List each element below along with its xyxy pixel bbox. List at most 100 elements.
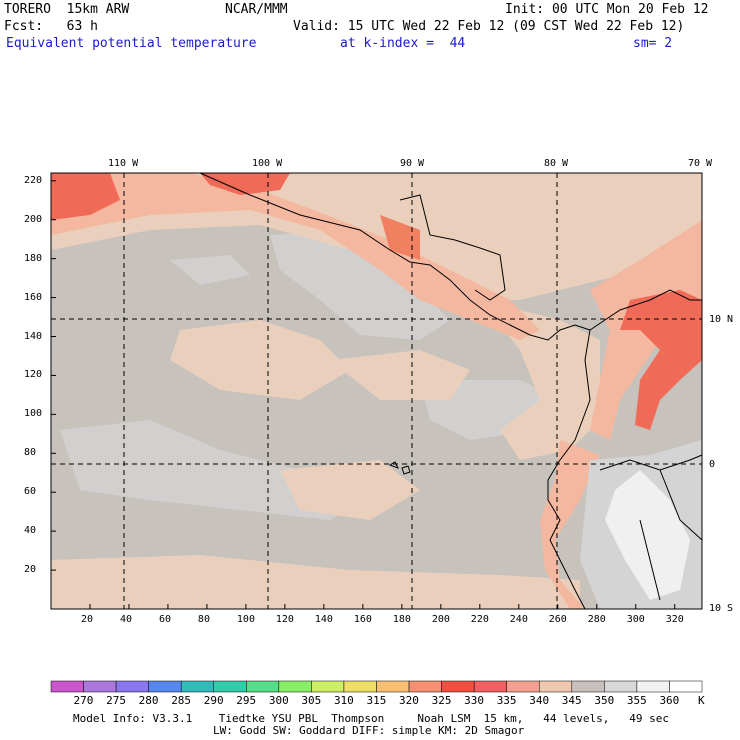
colorbar-tick-label: 350 — [594, 694, 615, 707]
colorbar-swatch — [343, 680, 377, 693]
field-330-patch — [51, 173, 120, 220]
colorbar-swatch — [604, 680, 638, 693]
colorbar-tick-label: 330 — [464, 694, 485, 707]
colorbar-swatch — [278, 680, 312, 693]
lon-label-100w: 100 W — [252, 158, 283, 169]
model-name: TORERO 15km ARW — [4, 2, 130, 17]
field-name: Equivalent potential temperature — [6, 36, 257, 51]
map-frame — [50, 172, 703, 610]
colorbar-tick-label: 280 — [138, 694, 159, 707]
coastline-south-america-west — [547, 329, 591, 610]
colorbar-tick-label: 295 — [236, 694, 257, 707]
x-tick-label: 60 — [158, 614, 171, 625]
colorbar-swatch — [539, 680, 573, 693]
lon-label-80w: 80 W — [544, 158, 569, 169]
y-tick-label: 120 — [24, 369, 43, 381]
galapagos-islands — [388, 461, 411, 475]
x-tick-label: 100 — [236, 614, 255, 625]
colorbar-swatch — [441, 680, 475, 693]
colorbar-swatch — [83, 680, 117, 693]
y-tick-label: 80 — [24, 447, 37, 459]
colorbar-tick-label: 340 — [529, 694, 550, 707]
x-tick-label: 240 — [509, 614, 528, 625]
smoothing-info: sm= 2 — [633, 36, 673, 51]
model-physics: LW: Godd SW: Goddard DIFF: simple KM: 2D… — [213, 724, 525, 737]
lat-label-0: 0 — [709, 459, 716, 470]
y-tick-label: 60 — [24, 486, 37, 498]
colorbar-swatch — [246, 680, 280, 693]
lon-label-110w: 110 W — [108, 158, 139, 169]
x-tick-label: 160 — [353, 614, 372, 625]
colorbar-tick-label: 270 — [73, 694, 94, 707]
field-355-patch — [270, 232, 450, 340]
y-tick-label: 160 — [24, 291, 43, 303]
colorbar-swatch — [506, 680, 540, 693]
x-tick-label: 260 — [548, 614, 567, 625]
colorbar-tick-label: 355 — [626, 694, 647, 707]
y-tick-label: 20 — [24, 564, 37, 576]
field-345-patch — [280, 460, 420, 520]
y-tick-label: 200 — [24, 213, 43, 225]
colorbar-tick-label: 320 — [399, 694, 419, 707]
colorbar-swatch — [50, 680, 84, 693]
colorbar-swatch — [148, 680, 182, 693]
map-field — [51, 173, 702, 609]
colorbar-tick-label: 300 — [268, 694, 289, 707]
center-name: NCAR/MMM — [225, 2, 288, 17]
forecast-hour: Fcst: 63 h — [4, 19, 98, 34]
field-345-patch — [51, 555, 580, 609]
valid-time: Valid: 15 UTC Wed 22 Feb 12 (09 CST Wed … — [293, 19, 685, 34]
graticule — [51, 173, 702, 609]
field-330-patch — [200, 173, 290, 195]
field-345-patch — [170, 320, 350, 400]
colorbar-swatch — [669, 680, 703, 693]
colorbar-tick-label: 290 — [203, 694, 224, 707]
x-tick-label: 140 — [314, 614, 333, 625]
colorbar-swatch — [636, 680, 670, 693]
level-info: at k-index = 44 — [340, 36, 466, 51]
colorbar-swatch — [571, 680, 605, 693]
field-340-patch — [540, 440, 600, 609]
colorbar-swatch — [311, 680, 345, 693]
colorbar-tick-label: 285 — [171, 694, 192, 707]
x-tick-label: 220 — [470, 614, 489, 625]
field-330-patch — [620, 290, 702, 430]
model-info: Model Info: V3.3.1 Tiedtke YSU PBL Thomp… — [73, 712, 670, 725]
colorbar-swatch — [180, 680, 214, 693]
border-south-america — [599, 454, 703, 601]
y-tick-label: 100 — [24, 408, 43, 420]
colorbar-tick-label: 315 — [366, 694, 387, 707]
x-tick-label: 320 — [665, 614, 684, 625]
colorbar-tick-label: 310 — [333, 694, 354, 707]
x-tick-label: 280 — [587, 614, 606, 625]
coastline-caribbean — [399, 194, 506, 301]
lat-label-10s: 10 S — [709, 603, 734, 614]
colorbar-swatch — [473, 680, 507, 693]
colorbar-swatch — [213, 680, 247, 693]
x-tick-label: 200 — [431, 614, 450, 625]
field-355-patch — [170, 255, 250, 285]
x-tick-label: 40 — [119, 614, 132, 625]
colorbar-tick-label: 345 — [561, 694, 582, 707]
field-345-patch — [330, 350, 470, 400]
colorbar — [50, 680, 703, 693]
colorbar-swatch — [376, 680, 410, 693]
x-tick-label: 20 — [80, 614, 94, 625]
y-tick-label: 180 — [24, 252, 43, 264]
lon-label-90w: 90 W — [400, 158, 425, 169]
field-340-patch — [51, 173, 540, 340]
colorbar-swatch — [115, 680, 149, 693]
field-345-patch — [480, 300, 600, 460]
coastline-central-america — [199, 172, 591, 341]
field-330-patch — [380, 215, 420, 260]
x-tick-label: 300 — [626, 614, 645, 625]
colorbar-tick-label: 360 — [659, 694, 680, 707]
colorbar-tick-label: 325 — [431, 694, 452, 707]
colorbar-tick-label: 305 — [301, 694, 322, 707]
lat-label-10n: 10 N — [709, 314, 734, 325]
coastlines — [199, 172, 703, 610]
colorbar-tick-label: 275 — [106, 694, 126, 707]
field-360-land — [605, 470, 690, 600]
lon-label-70w: 70 W — [688, 158, 713, 169]
